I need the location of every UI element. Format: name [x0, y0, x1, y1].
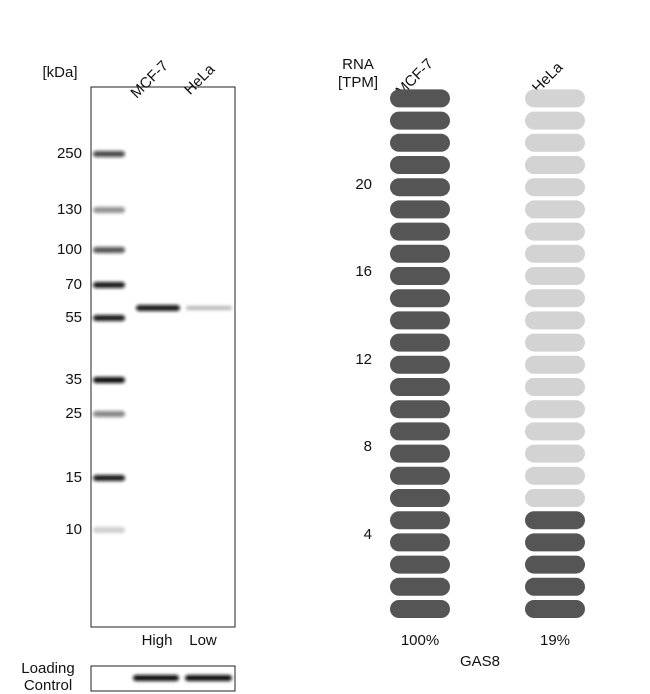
- tick-label: 8: [364, 438, 372, 455]
- tpm-pill: [390, 333, 450, 352]
- tick-label: 20: [355, 176, 372, 193]
- tpm-pill: [390, 355, 450, 374]
- tpm-pill: [390, 289, 450, 308]
- tpm-pill: [390, 111, 450, 130]
- tpm-pill: [525, 267, 585, 285]
- marker-label: 25: [65, 405, 82, 422]
- loading-label: Loading: [21, 660, 74, 677]
- gene-name: GAS8: [460, 653, 500, 670]
- tpm-pill: [390, 400, 450, 419]
- tpm-pill: [525, 444, 585, 463]
- tpm-pill: [390, 466, 450, 485]
- tpm-pill: [390, 244, 450, 263]
- tpm-pill: [525, 378, 585, 396]
- marker-label: 130: [57, 201, 82, 218]
- loading-band: [133, 675, 179, 681]
- marker-label: 250: [57, 145, 82, 162]
- percent: 100%: [401, 632, 439, 649]
- tpm-pill: [525, 133, 585, 152]
- tpm-pill: [390, 200, 450, 219]
- tpm-pill: [525, 311, 585, 330]
- marker-label: 70: [65, 276, 82, 293]
- ladder-band: [93, 315, 125, 321]
- tpm-pill: [525, 422, 585, 441]
- tick-label: 16: [355, 263, 372, 280]
- blot-frame: [90, 86, 236, 628]
- ladder-band: [93, 411, 125, 417]
- tpm-pill: [390, 133, 450, 152]
- marker-label: 55: [65, 309, 82, 326]
- tpm-pill: [525, 178, 585, 197]
- tpm-pill: [525, 466, 585, 485]
- tpm-pill: [525, 400, 585, 419]
- percent: 19%: [540, 632, 570, 649]
- marker-label: 10: [65, 521, 82, 538]
- tpm-pill: [525, 533, 585, 552]
- tick-label: 12: [355, 351, 372, 368]
- tpm-pill: [525, 355, 585, 374]
- tpm-pill: [525, 489, 585, 507]
- ladder-band: [93, 377, 125, 383]
- sample-band: [136, 305, 180, 311]
- tpm-pill: [390, 422, 450, 441]
- tpm-pill: [390, 89, 450, 108]
- ladder-band: [93, 527, 125, 533]
- tpm-pill: [390, 267, 450, 285]
- tick-label: 4: [364, 526, 372, 543]
- marker-label: 35: [65, 371, 82, 388]
- tpm-pill: [390, 178, 450, 197]
- tpm-pill: [390, 555, 450, 574]
- tpm-pill: [525, 289, 585, 308]
- tpm-pill: [390, 489, 450, 507]
- tpm-pill: [390, 577, 450, 596]
- tpm-pill: [525, 555, 585, 574]
- lane-level: High: [142, 632, 173, 649]
- ladder-band: [93, 282, 125, 288]
- ladder-band: [93, 475, 125, 481]
- tpm-pill: [390, 533, 450, 552]
- tpm-pill: [525, 200, 585, 219]
- tpm-pill: [525, 511, 585, 530]
- tpm-pill: [525, 156, 585, 174]
- tpm-pill: [390, 378, 450, 396]
- loading-band: [185, 675, 232, 681]
- tpm-pill: [390, 222, 450, 241]
- tpm-pill: [390, 156, 450, 174]
- tpm-pill: [390, 511, 450, 530]
- marker-label: 15: [65, 469, 82, 486]
- rna-label: RNA: [342, 56, 374, 73]
- tpm-pill: [390, 444, 450, 463]
- loading-label: Control: [24, 677, 72, 694]
- marker-label: 100: [57, 241, 82, 258]
- tpm-pill: [525, 244, 585, 263]
- tpm-pill: [525, 333, 585, 352]
- tpm-pill: [390, 311, 450, 330]
- ladder-band: [93, 151, 125, 157]
- tpm-pill: [525, 222, 585, 241]
- ladder-band: [93, 207, 125, 213]
- ladder-band: [93, 247, 125, 253]
- tpm-pill: [390, 600, 450, 618]
- sample-band: [186, 306, 232, 310]
- tpm-pill: [525, 89, 585, 108]
- lane-level: Low: [189, 632, 217, 649]
- tpm-pill: [525, 111, 585, 130]
- tpm-pill: [525, 600, 585, 618]
- tpm-pill: [525, 577, 585, 596]
- unit-label: [kDa]: [42, 64, 77, 81]
- rna-label: [TPM]: [338, 74, 378, 91]
